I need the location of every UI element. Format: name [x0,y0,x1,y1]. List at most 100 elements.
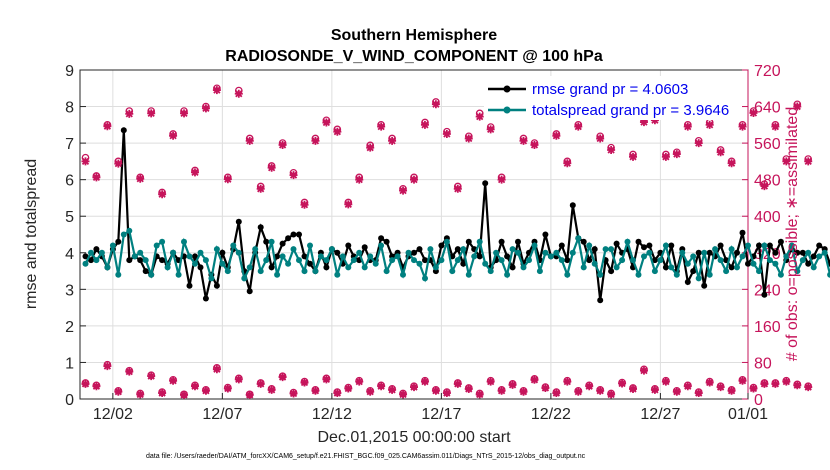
obs-assimilated-point [377,382,386,391]
spread-point [296,257,302,264]
rmse-point [460,260,467,267]
obs-assimilated-point [738,122,747,131]
spread-point [651,268,658,275]
obs-assimilated-point [420,120,429,129]
obs-assimilated-point [738,376,747,385]
spread-point [460,246,467,253]
spread-point [810,264,817,271]
obs-assimilated-point [563,159,572,168]
obs-assimilated-point [639,118,648,127]
obs-assimilated-point [464,384,473,393]
obs-assimilated-point [201,386,210,395]
spread-point [120,231,127,238]
spread-point [662,242,669,249]
obs-assimilated-point [212,86,221,95]
rmse-point [777,238,784,245]
obs-assimilated-point [103,362,112,371]
obs-assimilated-point [245,390,254,399]
rmse-point [799,249,806,256]
obs-assimilated-point [519,387,528,396]
obs-assimilated-point [201,104,210,113]
spread-point [317,253,324,260]
y-tick-label-left: 7 [65,136,74,153]
obs-assimilated-point [716,148,725,157]
obs-assimilated-point [749,108,758,117]
obs-assimilated-point [661,152,670,161]
obs-assimilated-point [322,375,331,384]
obs-assimilated-point [256,184,265,193]
spread-point [202,257,209,264]
spread-point [591,260,598,267]
rmse-point [192,253,198,260]
obs-assimilated-point [245,136,254,145]
obs-assimilated-point [705,378,714,387]
spread-point [827,271,830,278]
spread-point [224,268,231,275]
obs-assimilated-point [442,129,451,138]
rmse-point [504,253,511,260]
spread-point [367,253,374,260]
rmse-point [378,235,385,242]
spread-point [170,249,177,256]
obs-assimilated-point [727,159,736,168]
spread-point [290,246,297,253]
obs-assimilated-point [388,136,397,145]
obs-assimilated-point [289,171,298,180]
obs-assimilated-point [92,173,101,182]
obs-assimilated-point [672,150,681,159]
spread-point [345,264,352,271]
obs-assimilated-point [169,376,178,385]
spread-point [465,271,472,278]
y-tick-label-right: 400 [754,209,781,226]
obs-assimilated-point [607,390,616,399]
obs-assimilated-point [453,184,462,193]
spread-point [723,268,730,275]
rmse-point [219,249,226,256]
obs-assimilated-point [420,377,429,386]
obs-assimilated-point [705,120,714,129]
x-tick-label: 12/02 [93,406,133,423]
y-axis-label-left: rmse and totalspread [23,159,40,309]
rmse-point [756,242,762,249]
obs-assimilated-point [661,377,670,386]
obs-assimilated-point [782,377,791,386]
rmse-point [361,244,368,251]
rmse-point [197,264,204,271]
y-tick-label-right: 640 [754,100,781,117]
spread-point [115,271,122,278]
obs-assimilated-point [92,382,101,391]
rmse-point [115,238,122,245]
spread-point [126,227,133,234]
spread-point [186,253,193,260]
spread-point [706,271,713,278]
obs-assimilated-point [629,384,638,393]
obs-assimilated-point [771,122,780,131]
obs-assimilated-point [180,109,189,118]
spread-point [235,249,242,256]
spread-point [400,271,406,278]
spread-point [197,249,204,256]
rmse-point [285,235,292,242]
rmse-point [641,244,647,251]
spread-point [164,264,171,271]
rmse-point [476,253,483,260]
spread-point [569,249,576,256]
y-tick-label-left: 5 [65,209,74,226]
obs-assimilated-point [453,379,462,388]
spread-point [328,246,335,253]
rmse-point [438,242,445,249]
obs-assimilated-point [267,385,276,394]
spread-point [493,249,500,256]
spread-point [646,249,653,256]
spread-point [241,275,248,282]
rmse-point [268,264,275,271]
rmse-point [296,231,302,238]
spread-point [432,264,439,271]
obs-assimilated-point [366,143,375,152]
spread-point [252,246,259,253]
obs-assimilated-point [158,389,167,398]
rmse-point [597,297,604,304]
spread-point [761,242,768,249]
spread-point [471,253,478,260]
y-tick-label-right: 720 [754,63,781,80]
